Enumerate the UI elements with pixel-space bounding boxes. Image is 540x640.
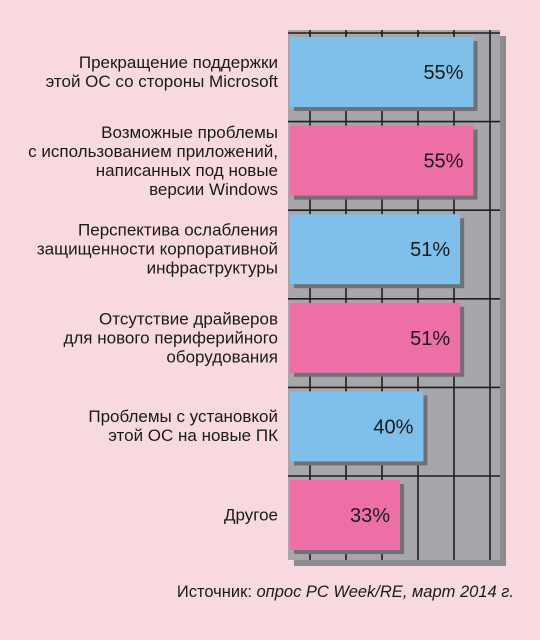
bar <box>290 37 474 107</box>
source-prefix: Источник: <box>176 583 257 601</box>
bar <box>290 480 401 550</box>
category-label: Перспектива ослабления защищенности корп… <box>36 220 278 278</box>
bar-value-label: 55% <box>423 62 463 84</box>
category-label: Прекращение поддержки этой ОС со стороны… <box>45 53 278 91</box>
category-label: Возможные проблемы с использованием прил… <box>28 122 278 199</box>
source-text: опрос PC Week/RE, март 2014 г. <box>256 583 514 601</box>
category-label: Отсутствие драйверов для нового перифери… <box>63 309 278 367</box>
bar <box>290 214 461 285</box>
source-note: Источник: опрос PC Week/RE, март 2014 г. <box>177 583 514 602</box>
bar-value-label: 51% <box>410 239 450 261</box>
bar-value-label: 33% <box>350 505 390 527</box>
bar-value-label: 55% <box>423 151 463 173</box>
bar-value-label: 51% <box>410 328 450 350</box>
bar <box>290 302 461 373</box>
bar-value-label: 40% <box>373 416 413 438</box>
bar <box>290 125 474 196</box>
plot-background <box>288 30 500 560</box>
category-label: Другое <box>223 505 278 525</box>
category-label: Проблемы с установкой этой ОС на новые П… <box>88 407 278 446</box>
bar <box>290 391 424 462</box>
